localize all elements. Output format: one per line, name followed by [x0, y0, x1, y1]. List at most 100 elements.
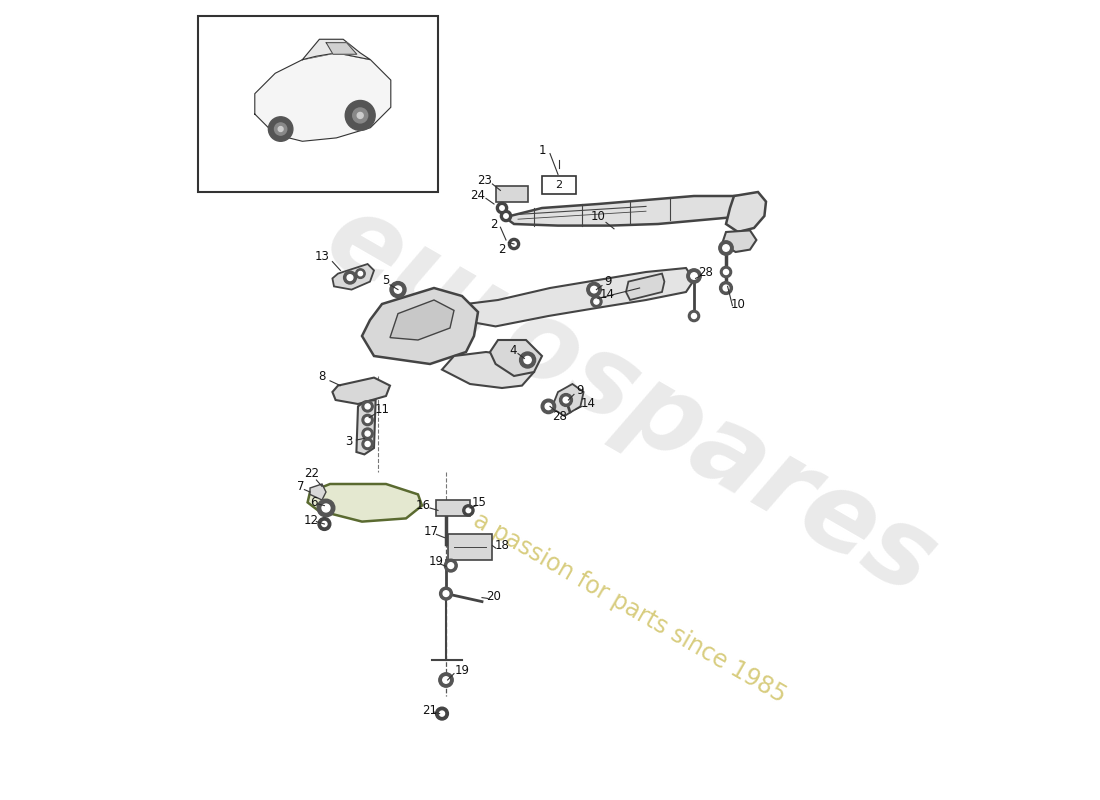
- Bar: [542, 176, 575, 194]
- Circle shape: [720, 266, 732, 278]
- Circle shape: [353, 108, 367, 123]
- Polygon shape: [362, 288, 478, 364]
- Circle shape: [362, 414, 373, 426]
- Text: 2: 2: [498, 243, 506, 256]
- Circle shape: [718, 241, 734, 255]
- Text: 6: 6: [310, 496, 318, 509]
- Text: 9: 9: [576, 384, 584, 397]
- Polygon shape: [726, 192, 766, 232]
- Polygon shape: [442, 352, 534, 388]
- Bar: [496, 186, 528, 202]
- Circle shape: [443, 677, 449, 683]
- Circle shape: [496, 202, 507, 214]
- Circle shape: [355, 269, 365, 278]
- Polygon shape: [255, 53, 390, 142]
- Circle shape: [365, 418, 370, 422]
- Circle shape: [348, 274, 353, 281]
- Text: 28: 28: [698, 266, 714, 278]
- Circle shape: [560, 394, 572, 406]
- Text: 10: 10: [730, 298, 746, 310]
- Text: 12: 12: [304, 514, 319, 526]
- Text: 14: 14: [601, 288, 615, 301]
- Circle shape: [322, 504, 330, 512]
- Circle shape: [390, 282, 406, 298]
- Circle shape: [439, 711, 444, 716]
- Text: eurospares: eurospares: [307, 182, 954, 618]
- Text: 20: 20: [486, 590, 502, 603]
- Text: 10: 10: [591, 210, 605, 222]
- Circle shape: [723, 285, 729, 291]
- Circle shape: [563, 397, 569, 403]
- Polygon shape: [332, 264, 374, 290]
- Circle shape: [689, 310, 700, 322]
- Text: 22: 22: [304, 467, 319, 480]
- Circle shape: [362, 401, 373, 412]
- Circle shape: [504, 214, 508, 218]
- Text: 15: 15: [472, 496, 487, 509]
- Text: a passion for parts since 1985: a passion for parts since 1985: [470, 508, 791, 708]
- Circle shape: [591, 296, 602, 307]
- Polygon shape: [332, 378, 390, 404]
- Circle shape: [362, 428, 373, 439]
- Circle shape: [586, 282, 602, 297]
- Polygon shape: [390, 300, 454, 340]
- Polygon shape: [302, 39, 371, 60]
- Circle shape: [519, 352, 536, 368]
- Text: 9: 9: [604, 275, 612, 288]
- Text: 8: 8: [318, 370, 326, 382]
- Circle shape: [439, 673, 453, 687]
- Circle shape: [448, 562, 453, 569]
- Circle shape: [594, 299, 598, 304]
- Circle shape: [365, 442, 370, 446]
- Polygon shape: [626, 274, 664, 300]
- Circle shape: [365, 404, 370, 409]
- Text: 21: 21: [422, 704, 438, 717]
- Circle shape: [541, 399, 556, 414]
- Circle shape: [463, 505, 474, 516]
- Circle shape: [499, 206, 504, 210]
- Circle shape: [719, 282, 733, 294]
- Bar: [448, 534, 492, 560]
- Text: 3: 3: [344, 435, 352, 448]
- Circle shape: [512, 242, 516, 246]
- Circle shape: [278, 126, 283, 131]
- Circle shape: [691, 273, 697, 279]
- Polygon shape: [356, 400, 375, 454]
- Circle shape: [359, 271, 363, 276]
- Polygon shape: [490, 340, 542, 376]
- Bar: [437, 500, 470, 516]
- Circle shape: [443, 590, 449, 597]
- Text: 5: 5: [383, 274, 389, 286]
- Circle shape: [546, 403, 551, 410]
- Circle shape: [317, 499, 334, 517]
- Circle shape: [723, 245, 729, 251]
- Circle shape: [322, 522, 327, 526]
- Circle shape: [440, 587, 452, 600]
- Circle shape: [466, 508, 471, 513]
- Circle shape: [500, 210, 512, 222]
- Text: 18: 18: [495, 539, 509, 552]
- Circle shape: [362, 438, 373, 450]
- Text: 1: 1: [538, 144, 546, 157]
- Circle shape: [444, 559, 458, 572]
- Circle shape: [591, 286, 597, 293]
- Text: 19: 19: [429, 555, 444, 568]
- Circle shape: [508, 238, 519, 250]
- Circle shape: [345, 101, 375, 130]
- Text: 2: 2: [556, 180, 562, 190]
- Circle shape: [395, 286, 402, 293]
- Circle shape: [318, 518, 331, 530]
- Text: 7: 7: [297, 480, 304, 493]
- Text: 16: 16: [416, 499, 431, 512]
- Circle shape: [692, 314, 696, 318]
- Circle shape: [268, 117, 293, 142]
- Circle shape: [724, 270, 728, 274]
- Text: 11: 11: [374, 403, 389, 416]
- Polygon shape: [310, 484, 326, 500]
- Text: 24: 24: [471, 189, 485, 202]
- Circle shape: [343, 271, 356, 284]
- Circle shape: [365, 431, 370, 436]
- Polygon shape: [508, 196, 750, 226]
- Polygon shape: [452, 268, 694, 326]
- Polygon shape: [308, 484, 422, 522]
